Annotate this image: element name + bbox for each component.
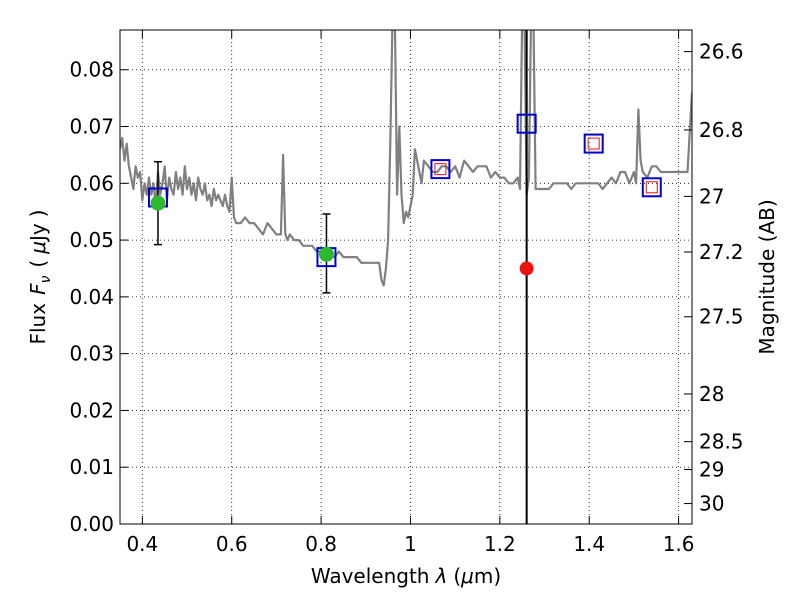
green-point — [150, 195, 166, 211]
x-tick-label: 0.6 — [216, 532, 248, 556]
y-tick-label: 0.06 — [69, 171, 114, 195]
y2-ticks: 26.6 26.8 27 27.2 27.5 28 28.5 29 30 — [684, 40, 744, 516]
red-square-marker — [587, 137, 600, 150]
y-tick-label: 0.03 — [69, 342, 114, 366]
y2-tick-label: 26.8 — [699, 118, 744, 142]
y-tick-label: 0.01 — [69, 455, 114, 479]
y-tick-label: 0.04 — [69, 285, 114, 309]
y2-tick-label: 26.6 — [699, 40, 744, 64]
marker-layer — [147, 113, 662, 294]
y2-tick-label: 27 — [699, 184, 724, 208]
x-ticks: 0.4 0.6 0.8 1 1.2 1.4 1.6 — [126, 30, 695, 556]
y2-tick-label: 27.2 — [699, 240, 744, 264]
green-point — [318, 246, 334, 262]
plot-frame — [119, 29, 693, 525]
red-point — [519, 261, 534, 276]
red-square-marker — [645, 181, 658, 194]
y-tick-label: 0.05 — [69, 228, 114, 252]
y2-axis-label: Magnitude (AB) — [755, 199, 779, 354]
spectrum-line — [120, 30, 692, 287]
y2-tick-label: 27.5 — [699, 305, 744, 329]
x-tick-label: 1.2 — [484, 532, 516, 556]
blue-square-marker — [430, 159, 451, 180]
y-tick-label: 0.07 — [69, 115, 114, 139]
y-tick-label: 0.08 — [69, 58, 114, 82]
y-tick-label: 0.02 — [69, 398, 114, 422]
y-ticks: 0.00 0.01 0.02 0.03 0.04 0.05 0.06 0.07 0.08 — [69, 58, 128, 536]
y-axis-label: FluxFν(μJy) — [26, 209, 54, 344]
y2-tick-label: 28.5 — [699, 430, 744, 454]
x-tick-label: 1 — [404, 532, 417, 556]
y2-tick-label: 28 — [699, 382, 724, 406]
blue-square-marker — [516, 113, 537, 134]
x-tick-label: 1.4 — [573, 532, 605, 556]
y-tick-label: 0.00 — [69, 512, 114, 536]
red-square-marker — [434, 163, 447, 176]
blue-square-marker — [641, 177, 662, 198]
x-axis-label: Wavelength λ (μm) — [311, 564, 501, 588]
x-tick-label: 0.4 — [126, 532, 158, 556]
y2-tick-label: 29 — [699, 457, 724, 481]
plot-area — [120, 30, 692, 524]
blue-square-marker — [583, 133, 604, 154]
x-tick-label: 0.8 — [305, 532, 337, 556]
spectrum-layer — [120, 30, 692, 287]
x-tick-label: 1.6 — [663, 532, 695, 556]
y2-tick-label: 30 — [699, 492, 724, 516]
